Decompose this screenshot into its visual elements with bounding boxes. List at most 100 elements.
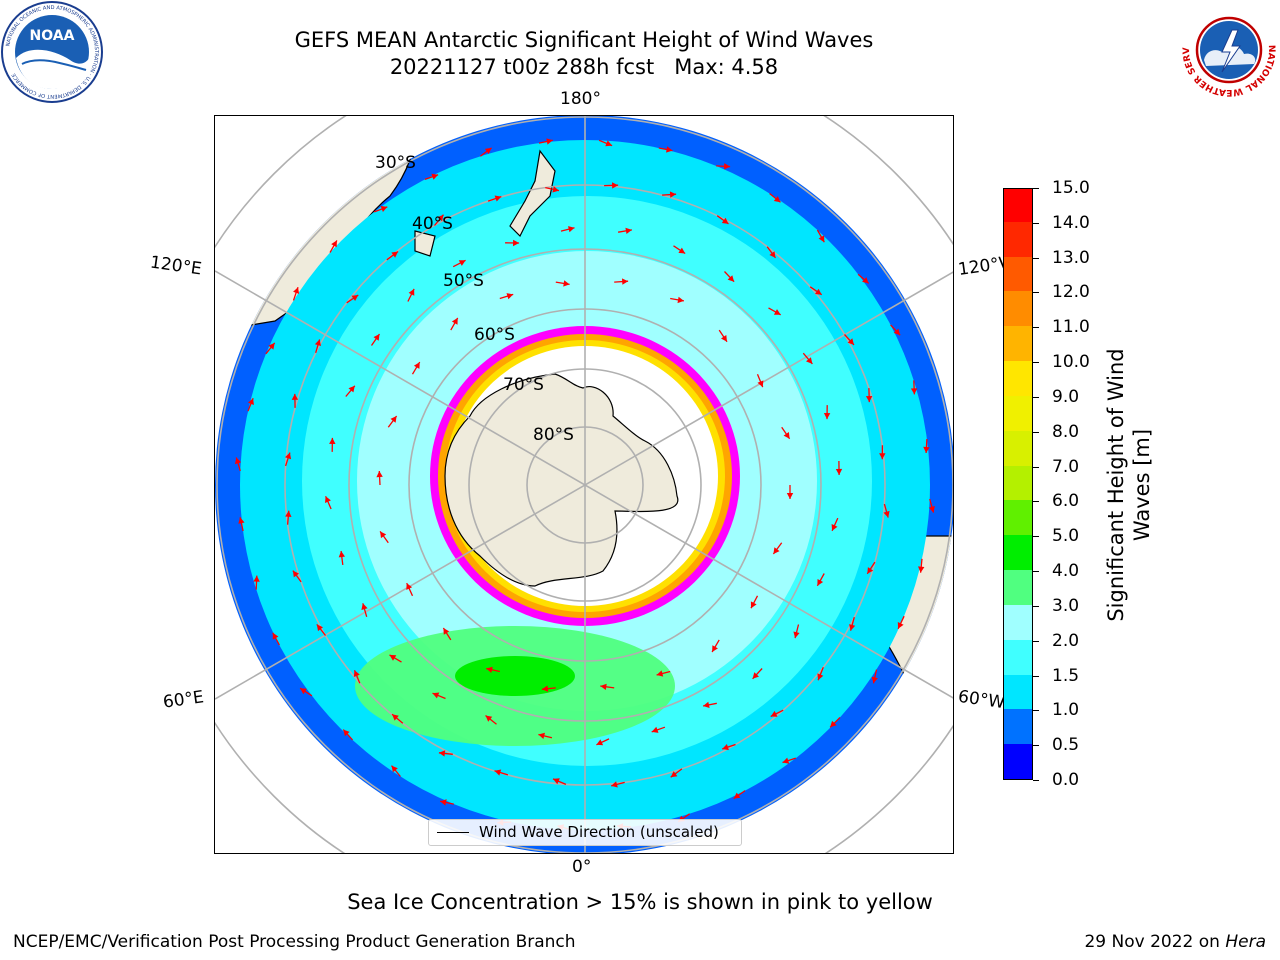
colorbar-segment [1004,499,1032,536]
colorbar-tick [1033,780,1039,781]
wind-wave-arrowhead [552,186,559,193]
wind-wave-arrowhead [292,570,299,578]
wind-wave-arrowhead [893,328,901,336]
wind-wave-arrowhead [438,750,446,757]
colorbar-segment [1004,708,1032,745]
colorbar-segment [1004,674,1032,710]
legend-text: Wind Wave Direction (unscaled) [479,823,719,841]
nws-logo-icon: NATIONAL WEATHER SERVICE [1178,0,1277,98]
colorbar [1003,188,1033,780]
wind-wave-arrowhead [376,471,383,478]
wind-wave-arrowhead [918,566,925,573]
wind-wave-arrowhead [338,551,345,558]
colorbar-tick-label: 11.0 [1052,317,1090,338]
wind-wave-arrowhead [285,510,292,517]
wind-wave-arrowhead [928,506,935,513]
wind-wave-arrowhead [883,510,890,518]
colorbar-tick [1033,222,1039,224]
wind-wave-arrowhead [786,493,794,499]
lon-label-120e: 120°E [148,252,203,280]
colorbar-label-line-2: Waves [m] [1130,428,1154,542]
colorbar-tick-label: 0.0 [1052,770,1080,790]
colorbar-tick-label: 15.0 [1052,178,1090,198]
wind-wave-arrowhead [391,251,399,258]
wind-wave-arrowhead [733,792,741,799]
lat-label-60s: 60°S [474,325,515,345]
chart-title-line-2: 20221127 t00z 288h fcst Max: 4.58 [389,55,779,79]
wind-wave-arrowhead [750,601,757,609]
land-new-zealand [509,149,556,238]
wind-wave-arrowhead [600,683,607,690]
colorbar-tick [1033,536,1039,538]
noaa-logo-text: NOAA [30,28,75,44]
colorbar-segment [1004,569,1032,605]
lat-label-40s: 40°S [412,214,453,234]
wind-wave-arrowhead [343,729,350,737]
wind-wave-arrowhead [300,688,307,695]
wind-wave-arrowhead [910,388,918,395]
wind-wave-arrowhead [651,726,659,733]
wind-wave-arrowhead [272,632,279,640]
wind-wave-arrowhead [757,380,764,388]
wind-wave-arrowhead [670,771,678,778]
colorbar-tick [1033,605,1039,607]
wind-wave-arrowhead [351,295,359,301]
wind-wave-arrowhead [835,468,843,475]
wind-wave-arrowhead [817,579,824,586]
wind-wave-arrowhead [506,293,514,300]
wind-wave-arrowhead [782,757,790,764]
colorbar-segment [1004,465,1032,501]
wind-wave-arrowhead [392,714,399,721]
wind-wave-arrowhead [818,235,825,243]
colorbar-tick-label: 9.0 [1052,386,1080,407]
lat-label-50s: 50°S [443,271,484,291]
wind-wave-arrowhead [897,622,904,629]
sea-ice-note-text: Sea Ice Concentration > 15% is shown in … [347,890,933,914]
wind-wave-arrowhead [783,432,790,439]
colorbar-tick [1033,571,1039,573]
wind-wave-arrowhead [605,140,613,147]
map-panel: 30°S 40°S 50°S 60°S 70°S 80°S Wind Wave … [214,115,954,854]
colorbar-segment [1004,221,1032,257]
wind-wave-arrowhead [546,138,553,145]
wind-wave-arrowhead [485,715,493,722]
wind-wave-arrowhead [406,583,413,590]
wind-wave-arrowhead [431,173,439,180]
wind-wave-arrowhead [769,251,776,258]
wind-wave-arrowhead [773,309,781,315]
lon-label-60e: 60°E [161,687,206,713]
wind-wave-arrowhead [541,685,549,692]
colorbar-segment [1004,639,1032,675]
wind-wave-arrowhead [440,799,447,806]
wind-wave-arrowhead [373,334,380,341]
colorbar-segment [1004,189,1032,222]
colorbar-tick-label: 14.0 [1052,212,1090,233]
wind-wave-arrowhead [380,206,388,212]
colorbar-tick [1033,327,1039,329]
wind-wave-arrowhead [773,547,780,554]
wind-wave-arrowhead [721,217,729,224]
colorbar-tick-label: 10.0 [1052,352,1090,373]
wind-wave-arrowhead [331,240,337,248]
wind-wave-arrowhead [612,182,619,189]
wind-wave-arrowhead [568,226,575,233]
wind-wave-arrowhead [486,666,493,673]
wind-wave-arrowhead [291,393,299,400]
wind-wave-arrowhead [703,701,710,708]
wind-wave-arrowhead [830,720,837,728]
wind-wave-arrowhead [793,631,800,639]
legend-line-sample [437,832,469,833]
wind-wave-arrowhead [752,672,759,679]
colorbar-tick-label: 7.0 [1052,456,1080,477]
wind-wave-arrowhead [806,357,813,364]
colorbar-label: Significant Height of Wind Waves [m] [1103,275,1155,695]
wind-wave-arrowhead [389,654,397,661]
colorbar-segment [1004,290,1032,327]
wind-wave-arrowhead [253,575,260,582]
wind-wave-arrowhead [484,147,492,154]
colorbar-tick-label: 6.0 [1052,491,1080,512]
colorbar-tick-label: 0.5 [1052,735,1080,756]
wind-wave-arrowhead [867,567,874,574]
wind-wave-arrowhead [390,416,397,423]
